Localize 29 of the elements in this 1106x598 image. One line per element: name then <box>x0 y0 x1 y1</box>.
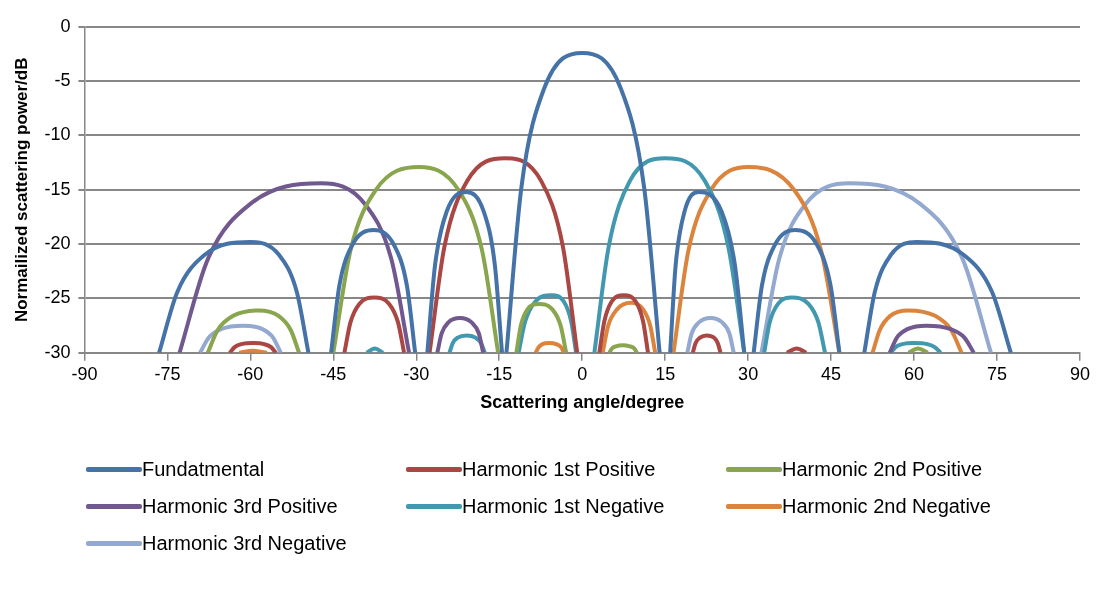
legend-label: Harmonic 2nd Negative <box>782 495 991 518</box>
y-tick-label: -25 <box>44 287 71 308</box>
x-tick-label: 75 <box>987 363 1008 384</box>
y-tick-label: -10 <box>44 124 71 145</box>
y-axis-title: Normailized scattering power/dB <box>11 57 31 323</box>
x-tick-label: 45 <box>821 363 842 384</box>
x-tick-label: 15 <box>655 363 676 384</box>
x-axis-title: Scattering angle/degree <box>480 392 685 413</box>
x-tick-label: 60 <box>904 363 925 384</box>
legend-label: Harmonic 3rd Positive <box>142 495 338 518</box>
x-tick-label: -30 <box>403 363 430 384</box>
y-tick-label: 0 <box>60 15 71 36</box>
legend-label: Harmonic 1st Negative <box>462 495 665 518</box>
x-tick-label: -60 <box>237 363 264 384</box>
x-tick-label: 0 <box>577 363 588 384</box>
y-tick-label: -20 <box>44 233 71 254</box>
y-tick-label: -15 <box>44 178 71 199</box>
legend-label: Harmonic 2nd Positive <box>782 458 983 481</box>
x-tick-label: -45 <box>320 363 347 384</box>
legend-label: Harmonic 3rd Negative <box>142 532 347 555</box>
legend-label: Fundatmental <box>142 458 265 481</box>
legend-label: Harmonic 1st Positive <box>462 458 656 481</box>
x-tick-label: 30 <box>738 363 759 384</box>
x-tick-label: 90 <box>1069 363 1091 384</box>
x-tick-label: -90 <box>71 363 98 384</box>
x-tick-label: -75 <box>154 363 181 384</box>
y-tick-label: -30 <box>44 341 71 362</box>
y-tick-label: -5 <box>54 70 71 91</box>
x-tick-label: -15 <box>486 363 513 384</box>
